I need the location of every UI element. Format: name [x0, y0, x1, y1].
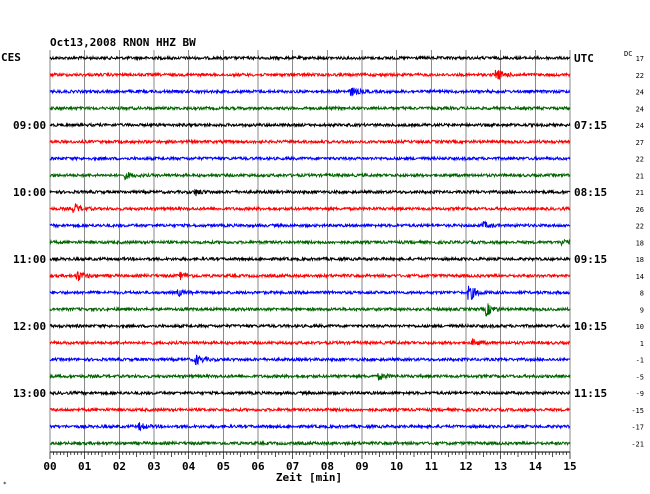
right-hour-labels: UTC 07:15 08:15 09:15 10:15 11:15 [574, 52, 607, 400]
x-tick-label: 10 [390, 460, 403, 473]
dc-value: 18 [636, 256, 644, 264]
seismic-trace [49, 172, 571, 181]
dc-value: -21 [631, 440, 644, 448]
x-tick-label: 04 [182, 460, 196, 473]
dc-value: 26 [636, 206, 644, 214]
x-tick-label: 06 [251, 460, 265, 473]
x-tick-label: 00 [43, 460, 56, 473]
left-hour-label: 10:00 [13, 186, 46, 199]
x-tick-label: 14 [529, 460, 543, 473]
seismic-trace [49, 188, 571, 197]
x-tick-label: 03 [147, 460, 160, 473]
left-timezone-label: CES [1, 51, 21, 64]
dc-value: 8 [640, 290, 644, 298]
seismic-trace [49, 203, 571, 214]
dc-value: 24 [636, 89, 644, 97]
seismic-trace [49, 372, 571, 381]
seismic-trace [49, 104, 571, 112]
seismic-trace [49, 422, 571, 432]
seismic-trace [49, 220, 571, 229]
seismic-trace [49, 389, 571, 397]
right-hour-label: UTC [574, 52, 594, 65]
left-hour-label: 11:00 [13, 253, 46, 266]
right-hour-label: 10:15 [574, 320, 607, 333]
minute-gridlines [49, 50, 571, 452]
right-hour-label: 09:15 [574, 253, 607, 266]
dc-value: 22 [636, 156, 644, 164]
seismic-trace [49, 439, 571, 447]
right-hour-label: 08:15 [574, 186, 607, 199]
dc-value: 21 [636, 172, 644, 180]
dc-label: DC [624, 50, 632, 58]
seismic-trace [49, 155, 571, 162]
dc-value: 9 [640, 306, 644, 314]
right-hour-label: 07:15 [574, 119, 607, 132]
seismic-trace [49, 69, 571, 80]
seismic-trace [49, 54, 571, 62]
x-tick-label: 02 [113, 460, 126, 473]
dc-value: 17 [636, 55, 644, 63]
x-tick-label: 11 [425, 460, 439, 473]
dc-value: -17 [631, 424, 644, 432]
x-tick-label: 08 [321, 460, 334, 473]
seismic-trace [49, 354, 571, 366]
dc-value: 18 [636, 239, 644, 247]
dc-value: 24 [636, 122, 644, 130]
seismic-trace [49, 285, 571, 300]
dc-value: 22 [636, 72, 644, 80]
dc-value: 22 [636, 223, 644, 231]
x-tick-label: 15 [563, 460, 576, 473]
right-hour-label: 11:15 [574, 387, 607, 400]
dc-value: 24 [636, 105, 644, 113]
seismic-trace [49, 121, 571, 129]
seismic-trace [49, 338, 571, 347]
left-hour-label: 13:00 [13, 387, 46, 400]
x-tick-label: 05 [217, 460, 230, 473]
dc-value: 27 [636, 139, 644, 147]
dc-value: -1 [636, 357, 644, 365]
x-tick-label: 09 [355, 460, 368, 473]
left-hour-labels: 09:00 10:00 11:00 12:00 13:00 [13, 119, 46, 400]
left-hour-label: 12:00 [13, 320, 46, 333]
x-tick-label: 13 [494, 460, 507, 473]
corner-mark: * [3, 481, 7, 488]
left-hour-label: 09:00 [13, 119, 46, 132]
x-tick-label: 01 [78, 460, 92, 473]
seismic-trace [49, 238, 571, 247]
dc-values-column: 17 22 24 24 24 27 22 21 21 26 22 18 18 14 8 9 10 1 -1 -5 -9 -… [631, 55, 644, 448]
seismic-trace [49, 138, 571, 146]
dc-value: 1 [640, 340, 644, 348]
x-tick-label: 12 [459, 460, 472, 473]
dc-value: -9 [636, 390, 644, 398]
seismic-traces [49, 54, 571, 447]
seismic-trace [49, 303, 571, 317]
dc-value: -5 [636, 373, 644, 381]
seismic-trace [49, 322, 571, 330]
seismic-trace [49, 87, 571, 97]
seismic-trace [49, 255, 571, 263]
x-axis-label: Zeit [min] [276, 471, 342, 484]
chart-title: Oct13,2008 RNON HHZ BW [50, 36, 196, 49]
dc-value: 10 [636, 323, 644, 331]
dc-value: 14 [636, 273, 644, 281]
dc-value: -15 [631, 407, 644, 415]
x-axis: 00 01 02 03 04 05 06 07 08 09 10 11 12 13 14 15 [43, 451, 577, 473]
seismic-trace [49, 271, 571, 282]
x-tick-label: 07 [286, 460, 299, 473]
seismic-trace [49, 406, 571, 414]
dc-value: 21 [636, 189, 644, 197]
